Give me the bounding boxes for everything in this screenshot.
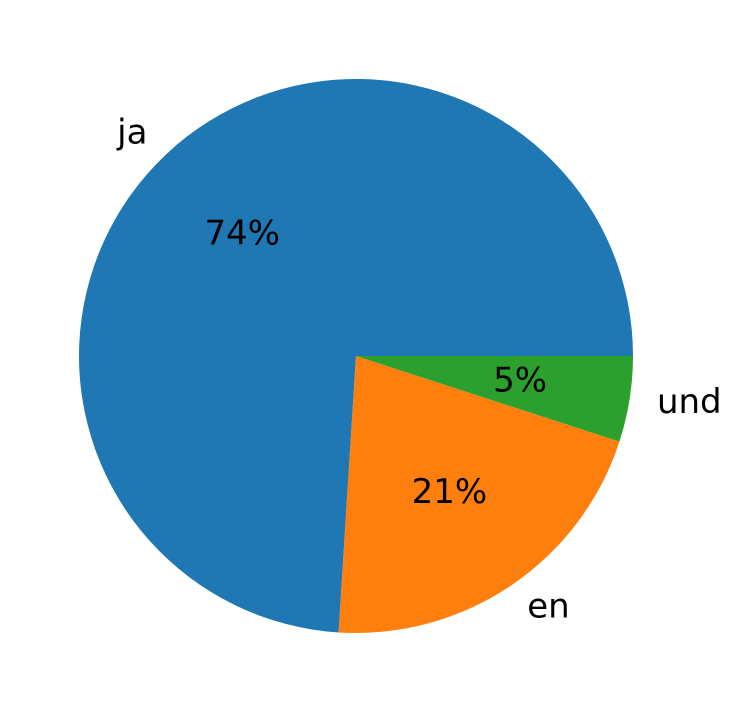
slice-label: und xyxy=(657,382,722,422)
pie-slice xyxy=(338,356,620,634)
slice-label: ja xyxy=(116,112,147,152)
value-label: 5% xyxy=(493,360,547,400)
pie-slice xyxy=(78,78,634,633)
value-label: 74% xyxy=(204,213,280,253)
pie-slice xyxy=(356,356,633,442)
slice-label: en xyxy=(527,587,569,627)
value-label: 21% xyxy=(412,472,488,512)
